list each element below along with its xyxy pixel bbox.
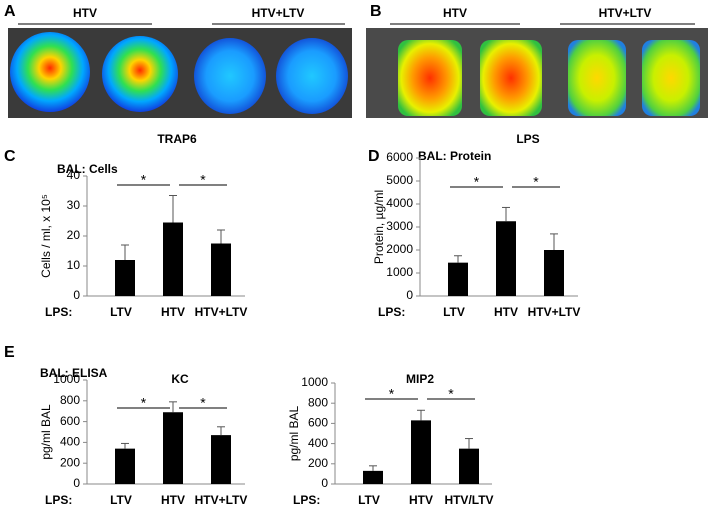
significance-label: * [533, 174, 539, 190]
image-b [366, 28, 708, 118]
bar [544, 250, 564, 296]
bar [448, 262, 468, 296]
significance-label: * [141, 172, 147, 188]
x-tick-label: HTV/LTV [444, 493, 493, 507]
y-tick-label: 6000 [386, 150, 413, 164]
x-tick-label: LTV [358, 493, 380, 507]
y-tick-label: 800 [308, 395, 328, 409]
chart-title: BAL: Protein [418, 149, 491, 163]
y-axis-label: Protein, µg/ml [372, 190, 386, 264]
group-label: HTV+LTV [599, 6, 652, 20]
panel-letter: E [4, 344, 15, 361]
y-tick-label: 3000 [386, 219, 413, 233]
category-prefix: LPS: [293, 493, 320, 507]
panel-letter: C [4, 148, 16, 165]
image-a [8, 28, 352, 118]
y-tick-label: 1000 [386, 265, 413, 279]
significance-label: * [200, 395, 206, 411]
panel-caption: LPS [516, 132, 539, 146]
y-tick-label: 10 [67, 258, 81, 272]
x-tick-label: HTV [161, 493, 185, 507]
bar [459, 448, 479, 484]
y-tick-label: 400 [308, 436, 328, 450]
y-tick-label: 0 [321, 476, 328, 490]
bar [211, 435, 231, 484]
bar [115, 448, 135, 484]
y-tick-label: 0 [73, 288, 80, 302]
chart-title: BAL: Cells [57, 162, 118, 176]
x-tick-label: HTV [494, 305, 518, 319]
bar [163, 222, 183, 296]
x-tick-label: LTV [443, 305, 465, 319]
chart-title: MIP2 [406, 372, 434, 386]
y-tick-label: 2000 [386, 242, 413, 256]
y-tick-label: 600 [60, 414, 80, 428]
significance-label: * [200, 172, 206, 188]
y-tick-label: 4000 [386, 196, 413, 210]
significance-label: * [448, 386, 454, 402]
y-axis-label: Cells / ml, x 10⁵ [39, 194, 53, 278]
bar [163, 412, 183, 484]
category-prefix: LPS: [45, 305, 72, 319]
panel-letter: B [370, 3, 382, 20]
bar [363, 470, 383, 484]
panel-caption: TRAP6 [157, 132, 197, 146]
bar [211, 243, 231, 296]
category-prefix: LPS: [45, 493, 72, 507]
y-tick-label: 600 [308, 416, 328, 430]
y-tick-label: 1000 [53, 372, 80, 386]
y-tick-label: 800 [60, 393, 80, 407]
panel-letter: D [368, 148, 380, 165]
group-label: HTV [73, 6, 97, 20]
y-tick-label: 0 [406, 288, 413, 302]
bar [411, 420, 431, 484]
x-tick-label: HTV+LTV [528, 305, 581, 319]
y-tick-label: 40 [67, 168, 81, 182]
significance-label: * [474, 174, 480, 190]
y-axis-label: pg/ml BAL [287, 405, 301, 461]
y-tick-label: 1000 [301, 375, 328, 389]
x-tick-label: LTV [110, 305, 132, 319]
x-tick-label: LTV [110, 493, 132, 507]
y-axis-label: pg/ml BAL [39, 404, 53, 460]
panel-letter: A [4, 3, 16, 20]
y-tick-label: 5000 [386, 173, 413, 187]
bar [115, 260, 135, 296]
y-tick-label: 400 [60, 435, 80, 449]
bar [496, 221, 516, 296]
category-prefix: LPS: [378, 305, 405, 319]
y-tick-label: 30 [67, 198, 81, 212]
x-tick-label: HTV [409, 493, 433, 507]
group-label: HTV [443, 6, 467, 20]
significance-label: * [141, 395, 147, 411]
section-title: BAL: ELISA [40, 366, 108, 380]
y-tick-label: 200 [60, 455, 80, 469]
chart-title: KC [171, 372, 189, 386]
y-tick-label: 200 [308, 456, 328, 470]
x-tick-label: HTV [161, 305, 185, 319]
y-tick-label: 0 [73, 476, 80, 490]
group-label: HTV+LTV [252, 6, 305, 20]
y-tick-label: 20 [67, 228, 81, 242]
x-tick-label: HTV+LTV [195, 305, 248, 319]
x-tick-label: HTV+LTV [195, 493, 248, 507]
significance-label: * [389, 386, 395, 402]
